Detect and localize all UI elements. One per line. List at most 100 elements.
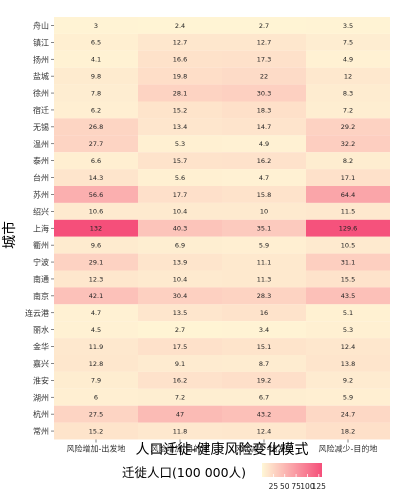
heatmap-cell bbox=[54, 17, 138, 34]
heatmap-cell bbox=[222, 169, 306, 186]
heatmap-cell bbox=[222, 355, 306, 372]
legend-tick-label: 25 bbox=[269, 482, 279, 491]
heatmap-cell bbox=[138, 236, 222, 254]
heatmap-cell bbox=[222, 304, 306, 322]
heatmap-cell bbox=[306, 33, 390, 51]
heatmap-cell bbox=[54, 321, 138, 339]
heatmap-cell bbox=[54, 67, 138, 85]
y-tick-label: 徐州 bbox=[33, 88, 49, 98]
heatmap-cell bbox=[54, 169, 138, 186]
heatmap-cell bbox=[306, 371, 390, 389]
heatmap-cell bbox=[222, 186, 306, 203]
cell-value-label: 9.1 bbox=[175, 360, 185, 368]
x-tick-label: 风险减少-目的地 bbox=[319, 444, 378, 454]
cell-value-label: 4.9 bbox=[343, 56, 353, 64]
heatmap-cell bbox=[54, 33, 138, 51]
y-tick-label: 嘉兴 bbox=[33, 358, 49, 368]
y-tick-label: 杭州 bbox=[33, 409, 49, 419]
heatmap-cell bbox=[222, 202, 306, 220]
cell-value-label: 4.5 bbox=[91, 326, 101, 334]
heatmap-cell bbox=[306, 355, 390, 372]
heatmap-cell bbox=[138, 253, 222, 271]
cell-value-label: 5.1 bbox=[343, 309, 353, 317]
cell-value-label: 64.4 bbox=[341, 191, 355, 199]
cell-value-label: 8.2 bbox=[343, 157, 353, 165]
cell-value-label: 9.6 bbox=[91, 241, 101, 249]
cell-value-label: 30.4 bbox=[173, 292, 187, 300]
cell-value-label: 18.2 bbox=[341, 427, 355, 435]
heatmap-cell bbox=[138, 287, 222, 305]
heatmap-cell bbox=[138, 186, 222, 203]
cell-value-label: 31.1 bbox=[341, 258, 355, 266]
heatmap-cell bbox=[306, 169, 390, 186]
y-tick-label: 金华 bbox=[33, 342, 49, 352]
heatmap-cell bbox=[222, 118, 306, 136]
heatmap-cell bbox=[222, 405, 306, 423]
legend-colorbar bbox=[262, 463, 322, 477]
legend-tick-label: 100 bbox=[300, 482, 315, 491]
cell-value-label: 13.5 bbox=[173, 309, 187, 317]
cell-value-label: 3.5 bbox=[343, 22, 353, 30]
legend-title: 迁徙人口(100 000人) bbox=[122, 465, 246, 480]
heatmap-cell bbox=[306, 84, 390, 102]
cell-value-label: 15.2 bbox=[89, 427, 103, 435]
cell-value-label: 19.8 bbox=[173, 72, 187, 80]
heatmap-cell bbox=[54, 304, 138, 322]
cell-value-label: 6.9 bbox=[175, 241, 185, 249]
heatmap-cell bbox=[54, 355, 138, 372]
cell-value-label: 12 bbox=[344, 72, 352, 80]
heatmap-cell bbox=[222, 67, 306, 85]
cell-value-label: 28.1 bbox=[173, 89, 187, 97]
heatmap-cell bbox=[138, 84, 222, 102]
heatmap-cell bbox=[222, 388, 306, 406]
cell-value-label: 8.7 bbox=[259, 360, 269, 368]
cell-value-label: 9.2 bbox=[343, 377, 353, 385]
heatmap-cell bbox=[138, 422, 222, 440]
y-tick-label: 常州 bbox=[33, 427, 49, 436]
heatmap-cell bbox=[138, 321, 222, 339]
heatmap-cell bbox=[138, 152, 222, 170]
cell-value-label: 6.6 bbox=[91, 157, 101, 165]
heatmap-cell bbox=[138, 388, 222, 406]
cell-value-label: 9.8 bbox=[91, 72, 101, 80]
heatmap-cell bbox=[306, 405, 390, 423]
heatmap-cell bbox=[222, 50, 306, 68]
heatmap-cell bbox=[306, 67, 390, 85]
heatmap-cell bbox=[138, 118, 222, 136]
cell-value-label: 7.9 bbox=[91, 377, 101, 385]
cell-value-label: 4.7 bbox=[259, 174, 269, 182]
heatmap-cell bbox=[54, 338, 138, 355]
heatmap-cell bbox=[306, 152, 390, 170]
heatmap-cell bbox=[54, 371, 138, 389]
heatmap-cell bbox=[306, 135, 390, 153]
cell-value-label: 17.1 bbox=[341, 174, 355, 182]
cell-value-label: 14.7 bbox=[257, 123, 271, 131]
heatmap-cell bbox=[306, 236, 390, 254]
heatmap-cell bbox=[306, 338, 390, 355]
heatmap-cell bbox=[222, 84, 306, 102]
y-tick-label: 无锡 bbox=[33, 123, 49, 132]
cell-value-label: 56.6 bbox=[89, 191, 103, 199]
cell-value-label: 11.1 bbox=[257, 258, 271, 266]
y-tick-label: 宁波 bbox=[33, 257, 49, 267]
cell-value-label: 5.9 bbox=[343, 394, 353, 402]
cell-value-label: 16 bbox=[260, 309, 268, 317]
cell-value-label: 17.3 bbox=[257, 56, 271, 64]
cell-value-label: 129.6 bbox=[339, 225, 358, 233]
heatmap-cell bbox=[306, 304, 390, 322]
y-tick-label: 泰州 bbox=[33, 156, 49, 166]
cell-value-label: 16.2 bbox=[257, 157, 271, 165]
cell-value-label: 15.1 bbox=[257, 343, 271, 351]
heatmap-cell bbox=[138, 169, 222, 186]
cell-value-label: 26.8 bbox=[89, 123, 103, 131]
y-tick-label: 舟山 bbox=[33, 20, 49, 30]
cell-value-label: 47 bbox=[176, 410, 184, 418]
heatmap-cell bbox=[54, 101, 138, 119]
heatmap-cell bbox=[138, 405, 222, 423]
cell-value-label: 6.2 bbox=[91, 106, 101, 114]
cell-value-label: 32.2 bbox=[341, 140, 355, 148]
y-axis-title: 城市 bbox=[1, 221, 18, 249]
heatmap-cell bbox=[138, 338, 222, 355]
heatmap-cell-labels: 3 2.4 2.7 3.5 6.5 12.7 12.7 7.5 4.1 16.6 17.3 4.9 9.… bbox=[89, 22, 358, 436]
